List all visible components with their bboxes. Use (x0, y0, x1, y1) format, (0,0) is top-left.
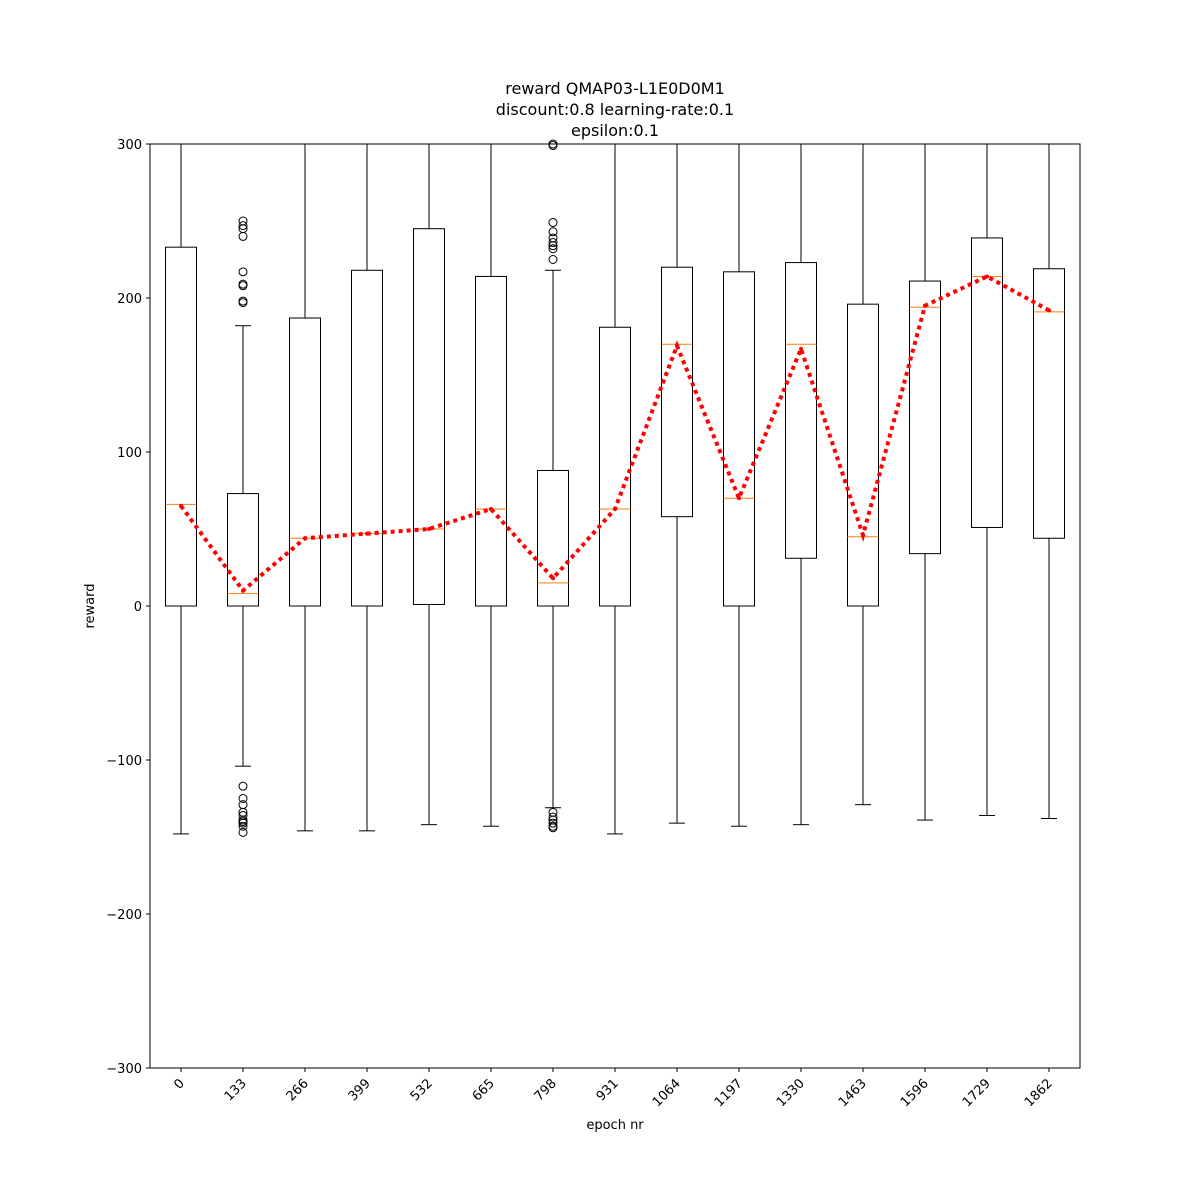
mean-point (241, 588, 245, 593)
box-group (475, 144, 507, 827)
box-iqr (971, 237, 1003, 528)
y-tick-label: −300 (106, 1062, 142, 1077)
x-tick-label: 798 (532, 1076, 560, 1104)
outlier-point (238, 231, 248, 241)
box-group (971, 144, 1003, 816)
box-group (785, 144, 817, 826)
mean-point (489, 506, 493, 511)
box-group (599, 144, 631, 835)
box-iqr (227, 493, 259, 607)
outlier-point (548, 233, 558, 243)
x-tick-label: 266 (284, 1076, 312, 1104)
outlier-point (238, 279, 248, 289)
outlier-point (548, 218, 558, 228)
mean-point (179, 503, 183, 508)
mean-point (985, 274, 989, 279)
box-iqr (475, 275, 507, 607)
outlier-point (548, 807, 558, 817)
mean-point (303, 536, 307, 541)
x-tick-label: 1862 (1022, 1076, 1056, 1110)
outlier-point (548, 818, 558, 828)
x-tick-label: 665 (470, 1076, 498, 1104)
outlier-point (548, 238, 558, 248)
y-tick-label: −100 (106, 754, 142, 769)
y-tick-label: 300 (117, 138, 142, 153)
box-group (1033, 144, 1065, 820)
x-tick-label: 1596 (898, 1076, 932, 1110)
box-group (661, 144, 693, 824)
box-group (537, 139, 569, 833)
box-iqr (413, 228, 445, 605)
x-tick-label: 931 (594, 1076, 622, 1104)
box-iqr (785, 262, 817, 559)
outlier-point (238, 818, 248, 828)
x-axis: 0 133 266 399 532 665 798 931 1064 1197 1330 1463 15… (171, 1068, 1056, 1110)
chart-title-line-3: epsilon:0.1 (571, 121, 659, 140)
outlier-point (238, 267, 248, 277)
x-tick-label: 1729 (960, 1076, 994, 1110)
x-tick-label: 1463 (836, 1076, 870, 1110)
outlier-point (238, 781, 248, 791)
box-iqr (723, 271, 755, 607)
box-group (227, 216, 259, 837)
plot-area (165, 139, 1065, 837)
chart-title: reward QMAP03-L1E0D0M1 discount:0.8 lear… (496, 79, 734, 140)
mean-point (613, 506, 617, 511)
x-tick-label: 1064 (650, 1076, 684, 1110)
mean-point (737, 496, 741, 501)
mean-point (923, 303, 927, 308)
box-iqr (1033, 268, 1065, 539)
box-group (289, 144, 321, 832)
box-iqr (165, 246, 197, 607)
mean-point (365, 531, 369, 536)
x-tick-label: 399 (346, 1076, 374, 1104)
box-group (847, 144, 879, 806)
x-tick-label: 133 (222, 1076, 250, 1104)
box-iqr (537, 469, 569, 607)
outlier-point (238, 296, 248, 306)
x-tick-label: 532 (408, 1076, 436, 1104)
mean-point (551, 576, 555, 581)
y-tick-label: 200 (117, 292, 142, 307)
x-tick-label: 1197 (712, 1076, 746, 1110)
mean-point (675, 343, 679, 348)
outlier-point (238, 827, 248, 837)
y-tick-label: 0 (134, 600, 142, 615)
box-group (723, 144, 755, 827)
outlier-point (548, 227, 558, 237)
box-iqr (351, 269, 383, 607)
box-group (351, 144, 383, 832)
outlier-point (238, 794, 248, 803)
box-group (909, 144, 941, 821)
outlier-point (238, 216, 248, 226)
mean-point (427, 527, 431, 531)
y-tick-label: −200 (106, 908, 142, 923)
mean-point (861, 533, 865, 538)
x-axis-label: epoch nr (586, 1118, 644, 1133)
box-iqr (289, 317, 321, 607)
outlier-point (548, 255, 558, 264)
box-iqr (599, 326, 631, 607)
outlier-point (548, 812, 558, 822)
outlier-point (548, 244, 558, 254)
y-axis: −300 −200 −100 0 100 200 300 (106, 138, 150, 1077)
outlier-point (238, 821, 248, 831)
outlier-point (238, 800, 248, 810)
box-iqr (847, 303, 879, 607)
chart-title-line-2: discount:0.8 learning-rate:0.1 (496, 100, 734, 119)
box-iqr (661, 266, 693, 518)
mean-point (799, 346, 803, 351)
y-axis-label: reward (83, 583, 98, 628)
x-tick-label: 0 (171, 1076, 187, 1092)
outlier-point (238, 221, 248, 231)
chart-title-line-1: reward QMAP03-L1E0D0M1 (505, 79, 725, 98)
y-tick-label: 100 (117, 446, 142, 461)
box-group (165, 144, 197, 835)
box-iqr (909, 280, 941, 555)
mean-point (1047, 308, 1051, 313)
box-group (413, 144, 445, 826)
outlier-point (548, 823, 558, 833)
x-tick-label: 1330 (774, 1076, 808, 1110)
